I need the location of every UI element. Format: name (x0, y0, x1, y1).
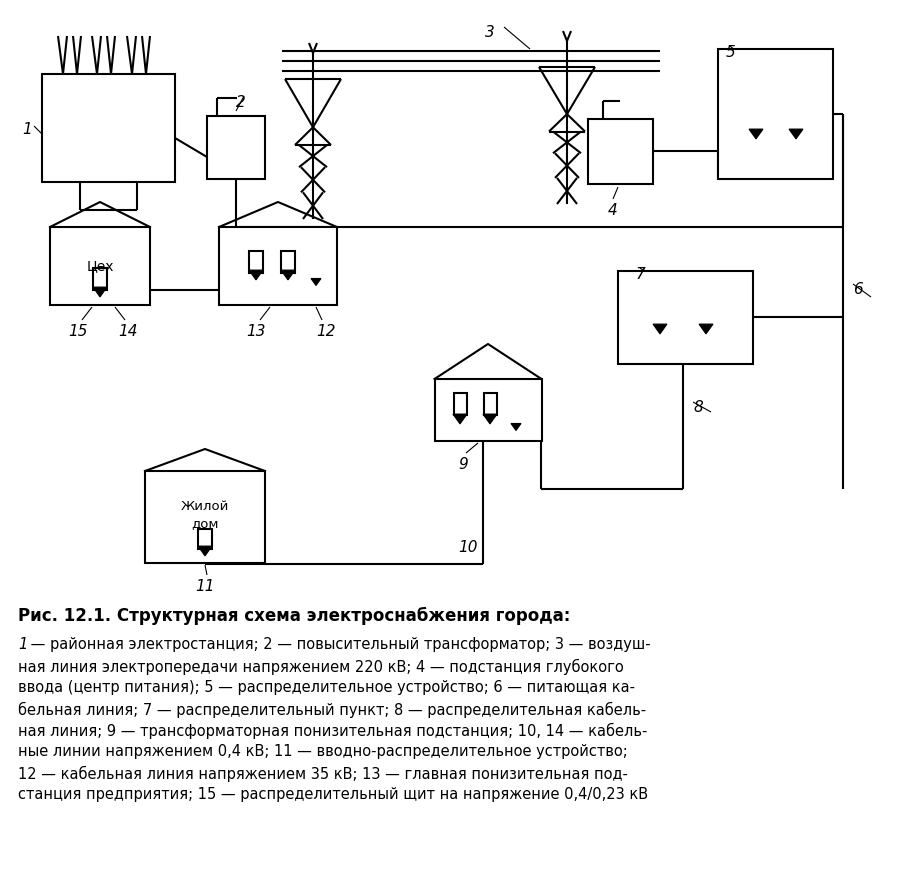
Text: 12 — кабельная линия напряжением 35 кВ; 13 — главная понизительная под-: 12 — кабельная линия напряжением 35 кВ; … (18, 765, 628, 781)
Text: 3: 3 (485, 25, 495, 40)
Text: ввода (центр питания); 5 — распределительное устройство; 6 — питающая ка-: ввода (центр питания); 5 — распределител… (18, 680, 635, 694)
Text: ная линия электропередачи напряжением 220 кВ; 4 — подстанция глубокого: ная линия электропередачи напряжением 22… (18, 658, 624, 674)
Text: 4: 4 (608, 203, 618, 218)
Polygon shape (653, 325, 667, 335)
Polygon shape (789, 130, 803, 140)
Polygon shape (198, 546, 212, 557)
Polygon shape (281, 270, 295, 281)
Bar (249, 252, 263, 274)
Bar (434, 379, 541, 442)
Text: 5: 5 (726, 45, 736, 60)
Polygon shape (93, 288, 107, 298)
Bar (50, 227, 150, 306)
Text: — районная электростанция; 2 — повысительный трансформатор; 3 — воздуш-: — районная электростанция; 2 — повысител… (26, 637, 650, 651)
Bar (588, 120, 653, 184)
Text: 1: 1 (22, 122, 32, 137)
Bar (483, 393, 496, 415)
Bar (198, 529, 212, 550)
Text: Жилой: Жилой (181, 500, 229, 513)
Polygon shape (453, 414, 467, 424)
Text: Цех: Цех (86, 259, 114, 273)
Text: ные линии напряжением 0,4 кВ; 11 — вводно-распределительное устройство;: ные линии напряжением 0,4 кВ; 11 — вводн… (18, 744, 627, 759)
Bar (718, 50, 833, 180)
Bar (281, 252, 295, 274)
Bar (93, 269, 107, 291)
Bar (145, 471, 265, 564)
Bar (42, 75, 175, 183)
Text: 6: 6 (853, 282, 863, 297)
Text: 11: 11 (195, 579, 214, 594)
Text: 12: 12 (316, 324, 335, 339)
Text: 9: 9 (458, 457, 468, 471)
Bar (207, 117, 265, 180)
Text: 8: 8 (693, 400, 703, 415)
Text: 2: 2 (237, 95, 246, 110)
Polygon shape (483, 414, 497, 424)
Text: 13: 13 (247, 324, 266, 339)
Text: ная линия; 9 — трансформаторная понизительная подстанция; 10, 14 — кабель-: ная линия; 9 — трансформаторная понизите… (18, 723, 648, 738)
Text: Рис. 12.1. Структурная схема электроснабжения города:: Рис. 12.1. Структурная схема электроснаб… (18, 607, 570, 624)
Bar (219, 227, 337, 306)
Polygon shape (749, 130, 763, 140)
Polygon shape (511, 424, 521, 431)
Bar (618, 271, 753, 364)
Text: дом: дом (191, 517, 219, 530)
Polygon shape (311, 279, 321, 286)
Text: 1: 1 (18, 637, 27, 651)
Text: 10: 10 (458, 540, 478, 555)
Polygon shape (249, 270, 263, 281)
Bar (454, 393, 467, 415)
Polygon shape (699, 325, 713, 335)
Text: 7: 7 (636, 267, 646, 282)
Text: бельная линия; 7 — распределительный пункт; 8 — распределительная кабель-: бельная линия; 7 — распределительный пун… (18, 701, 646, 716)
Text: 14: 14 (118, 324, 138, 339)
Text: станция предприятия; 15 — распределительный щит на напряжение 0,4/0,23 кВ: станция предприятия; 15 — распределитель… (18, 787, 648, 802)
Text: 15: 15 (68, 324, 88, 339)
